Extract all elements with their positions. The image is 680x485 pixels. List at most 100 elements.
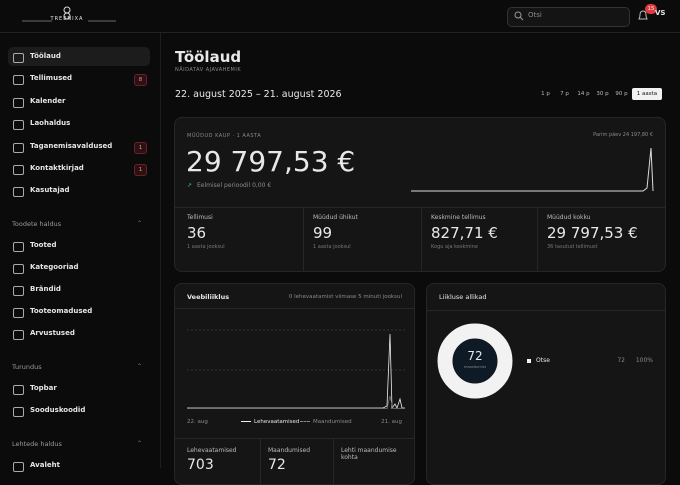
nav-item[interactable]: Kasutajad — [30, 186, 70, 195]
range-option[interactable]: 1 p — [541, 91, 550, 97]
page-title: Töölaud — [175, 48, 242, 66]
nav-badge: 1 — [134, 164, 147, 176]
nav-item[interactable]: Tooteomadused — [30, 307, 93, 316]
range-option[interactable]: 14 p — [577, 91, 590, 97]
stat-divider — [333, 438, 334, 484]
sales-value: 29 797,53 € — [186, 145, 356, 178]
nav-icon — [13, 53, 24, 63]
divider — [175, 438, 414, 439]
nav-icon — [13, 165, 24, 175]
nav-icon — [13, 120, 24, 131]
search-box[interactable] — [507, 7, 630, 27]
source-share: 100% — [635, 357, 653, 364]
stat-value: 99 — [313, 224, 333, 242]
avatar[interactable]: VS — [655, 9, 666, 17]
nav-item[interactable]: Kategooriad — [30, 263, 79, 272]
nav-icon — [13, 286, 24, 297]
group-chevron: ⌃ — [137, 440, 143, 448]
sources-title: Liikluse allikad — [439, 293, 487, 301]
nav-icon — [13, 407, 24, 418]
nav-item[interactable]: Arvustused — [30, 329, 75, 338]
divider — [175, 308, 414, 309]
nav-icon — [13, 242, 24, 253]
sales-label: MÜÜDUD KAUP · 1 AASTA — [187, 133, 262, 139]
traffic-title: Veebiliiklus — [187, 293, 230, 301]
search-placeholder: Otsi — [528, 11, 542, 19]
range-option[interactable]: 30 p — [596, 91, 609, 97]
divider — [175, 207, 665, 208]
nav-icon — [13, 75, 24, 86]
donut-label: maandumist — [464, 365, 486, 369]
nav-icon — [13, 330, 24, 341]
bell-icon[interactable] — [637, 10, 649, 22]
source-name: Otse — [536, 357, 550, 364]
trend-arrow: ↗ — [187, 182, 193, 189]
group-chevron: ⌃ — [137, 363, 143, 371]
range-option[interactable]: 90 p — [615, 91, 628, 97]
stat-label: Müüdud kokku — [547, 214, 591, 221]
nav-item[interactable]: Kalender — [30, 96, 66, 105]
nav-item[interactable]: Tooted — [30, 241, 57, 250]
nav-icon — [13, 264, 24, 275]
nav-item[interactable]: Laohaldus — [30, 119, 71, 128]
sales-sparkline — [411, 147, 654, 192]
stat-value: 703 — [187, 457, 214, 473]
logo-text: TREENIXA — [50, 16, 84, 22]
sales-previous: Eelmisel perioodil 0,00 € — [197, 182, 272, 189]
divider — [427, 310, 665, 311]
nav-icon — [13, 97, 24, 108]
nav-item[interactable]: Topbar — [30, 384, 57, 393]
range-option[interactable]: 1 aasta — [632, 88, 662, 100]
stat-divider — [303, 207, 304, 271]
nav-item[interactable]: Kontaktkirjad — [30, 164, 84, 172]
nav-active — [8, 47, 150, 66]
nav-icon — [13, 385, 24, 396]
nav-icon — [13, 142, 24, 153]
stat-value: 29 797,53 € — [547, 224, 638, 242]
source-count: 72 — [617, 357, 625, 364]
stat-label: Lehti maandumise kohta — [341, 447, 397, 461]
stat-note: 36 tasutud tellimust — [547, 244, 598, 250]
donut — [437, 323, 513, 399]
nav-item[interactable]: Tellimused — [30, 74, 72, 83]
legend-swatch — [300, 421, 310, 422]
stat-value: 827,71 € — [431, 224, 498, 242]
nav-item[interactable]: Sooduskoodid — [30, 406, 86, 415]
stat-label: Maandumised — [268, 447, 311, 454]
sidebar — [0, 33, 161, 468]
group-title: Turundus — [12, 363, 42, 372]
traffic-live: 0 lehevaatamist viimase 5 minuti jooksul — [288, 294, 402, 300]
stat-note: Kogu aja keskmine — [431, 244, 478, 250]
search-icon — [514, 11, 524, 21]
stat-note: 1 aasta jooksul — [187, 244, 225, 250]
stat-note: 1 aasta jooksul — [313, 244, 351, 250]
nav-item[interactable]: Taganemisavaldused — [30, 141, 113, 150]
legend-swatch — [241, 421, 251, 422]
stat-divider — [260, 438, 261, 484]
nav-item[interactable]: Brändid — [30, 285, 61, 294]
group-chevron: ⌃ — [137, 220, 143, 228]
legend-label: Lehevaatamised — [254, 419, 300, 425]
stat-label: Tellimusi — [187, 214, 213, 221]
stat-label: Keskmine tellimus — [431, 214, 486, 221]
legend-label: Maandumised — [313, 419, 352, 425]
nav-item[interactable]: Avaleht — [30, 461, 60, 470]
legend-swatch — [527, 359, 531, 363]
range-label: NÄIDATAV AJAVAHEMIK — [175, 67, 242, 73]
stat-value: 36 — [187, 224, 207, 242]
traffic-chart — [187, 329, 405, 410]
stat-value: 72 — [268, 457, 286, 473]
group-title: Lehtede haldus — [12, 440, 62, 449]
nav-icon — [13, 462, 24, 473]
best-day: Parim päev 24 197,80 € — [593, 132, 653, 138]
notification-badge: 15 — [645, 4, 657, 14]
group-title: Toodete haldus — [12, 220, 62, 229]
traffic-card: Veebiliiklus 0 lehevaatamist viimase 5 m… — [174, 283, 415, 485]
nav-icon — [13, 308, 24, 319]
stat-divider — [537, 207, 538, 271]
nav-badge: 8 — [134, 74, 147, 87]
range-option[interactable]: 7 p — [560, 91, 569, 97]
sales-card: MÜÜDUD KAUP · 1 AASTA 29 797,53 € ↗ Eelm… — [174, 117, 666, 272]
nav-item[interactable]: Töölaud — [30, 52, 61, 60]
logo-art — [22, 6, 116, 22]
